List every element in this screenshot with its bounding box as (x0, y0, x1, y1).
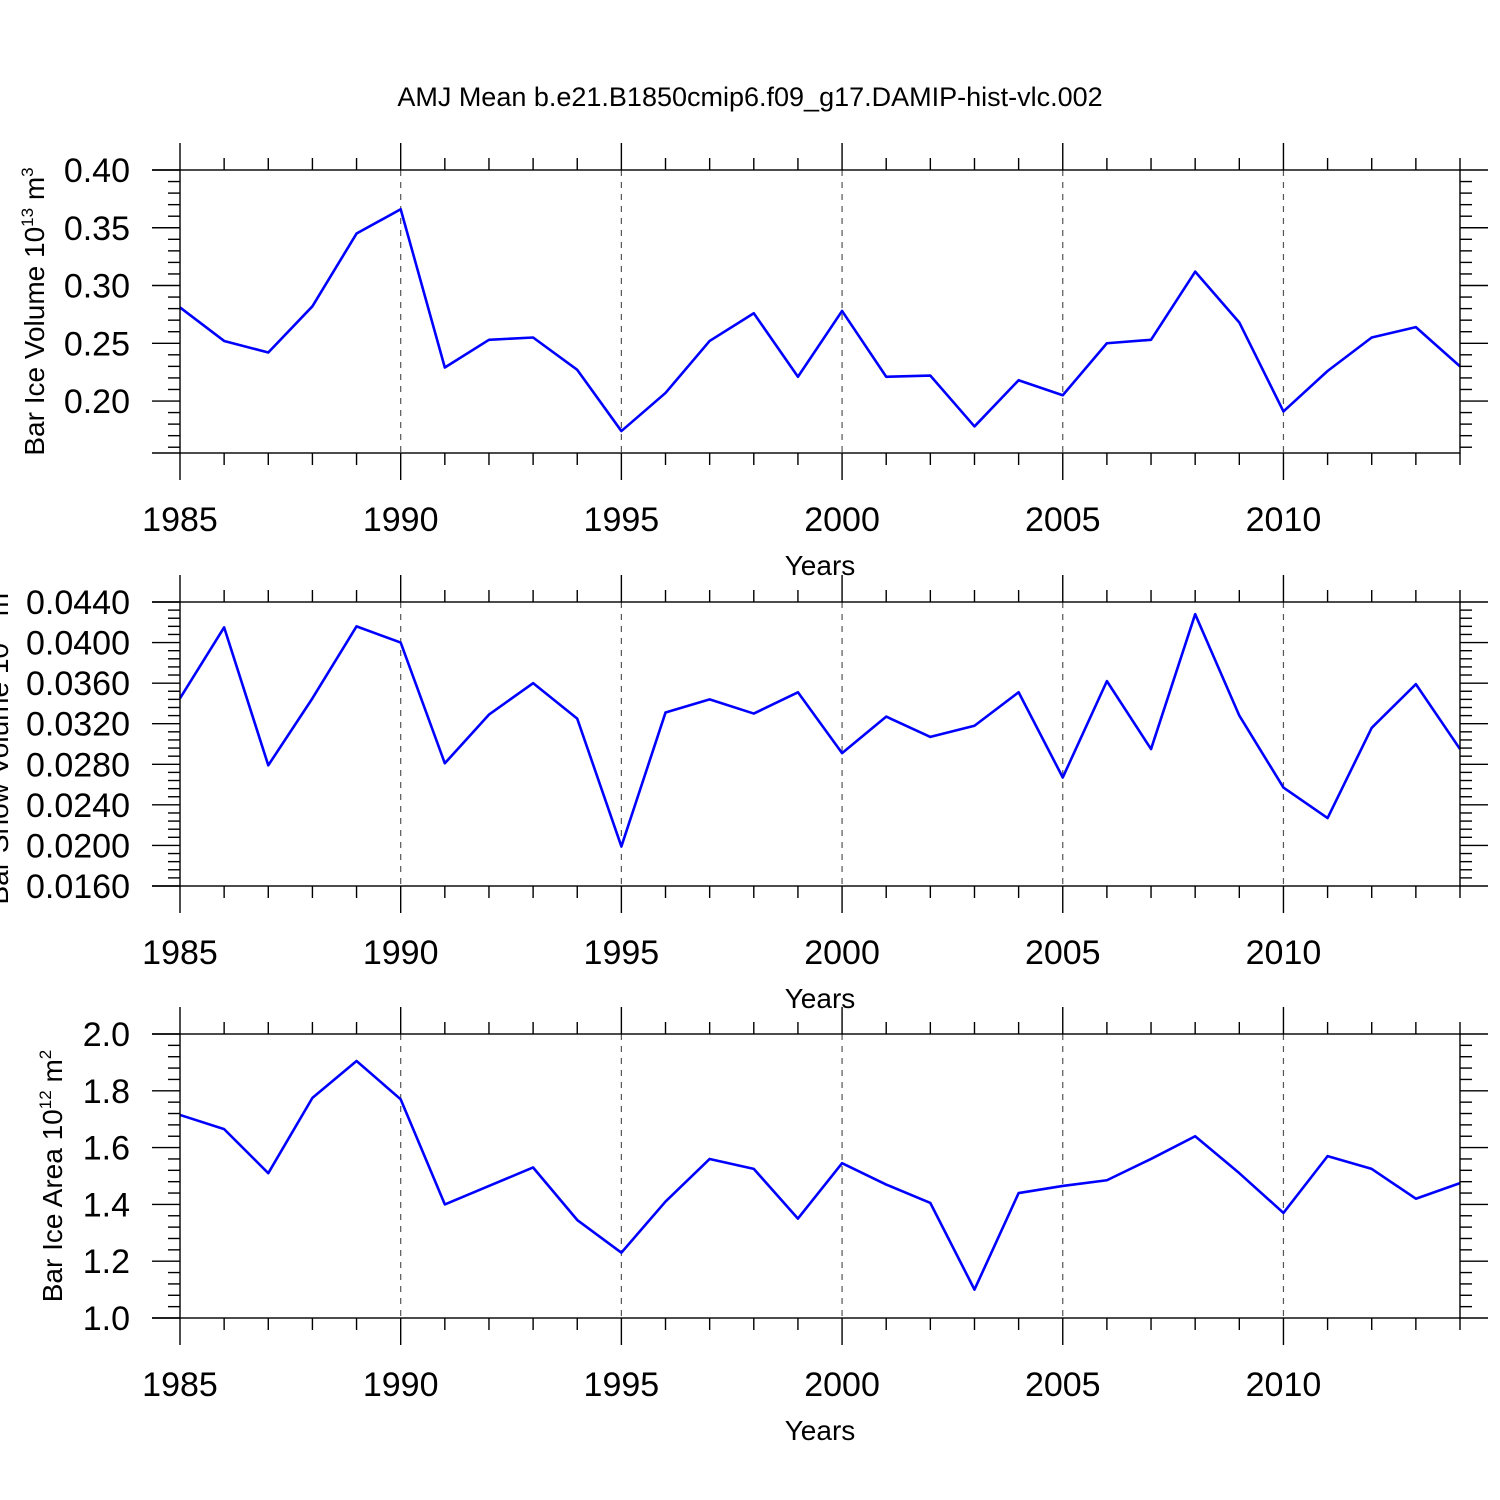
y-tick-label: 0.0240 (26, 787, 130, 825)
panels: 1985 1990 1995 2000 2005 2010 Years 0.20 0.25 0.3… (0, 143, 1488, 1446)
y-axis-title: Bar Ice Volume 1013 m3 (18, 167, 50, 455)
y-tick-label: 0.0320 (26, 706, 130, 744)
panel-1: 1985 1990 1995 2000 2005 2010 Years 0.20 0.25 0.3… (18, 143, 1488, 581)
y-tick-label: 0.0200 (26, 827, 130, 865)
y-axis-title: Bar Snow Volume 1013 m3 (0, 584, 14, 905)
x-tick-label: 2010 (1246, 934, 1322, 972)
x-tick-label: 2005 (1025, 934, 1101, 972)
y-tick-label: 0.0160 (26, 868, 130, 906)
y-tick-label: 0.0360 (26, 665, 130, 703)
x-tick-label: 1985 (142, 501, 218, 539)
y-tick-label: 0.0400 (26, 625, 130, 663)
y-tick-label: 2.0 (83, 1016, 130, 1054)
x-axis-title: Years (785, 1415, 856, 1446)
y-tick-label: 1.0 (83, 1300, 130, 1338)
x-tick-label: 1995 (584, 1366, 660, 1404)
x-tick-label: 1985 (142, 934, 218, 972)
plot-frame (179, 169, 1461, 454)
y-tick-label: 0.0280 (26, 746, 130, 784)
x-tick-label: 2005 (1025, 501, 1101, 539)
y-tick-label: 0.30 (64, 268, 130, 306)
y-tick-label: 0.35 (64, 210, 130, 248)
y-tick-label: 0.0440 (26, 584, 130, 622)
x-tick-label: 1995 (584, 501, 660, 539)
y-tick-label: 1.4 (83, 1186, 130, 1224)
y-axis-title: Bar Ice Area 1012 m2 (36, 1050, 68, 1303)
x-tick-label: 1985 (142, 1366, 218, 1404)
y-tick-label: 1.6 (83, 1130, 130, 1168)
x-tick-label: 2000 (804, 501, 880, 539)
y-tick-label: 0.20 (64, 383, 130, 421)
series-line (179, 207, 1461, 433)
y-tick-label: 1.8 (83, 1073, 130, 1111)
series-line (178, 612, 1462, 848)
y-tick-label: 1.2 (83, 1243, 130, 1281)
x-tick-label: 1990 (363, 934, 439, 972)
chart-title: AMJ Mean b.e21.B1850cmip6.f09_g17.DAMIP-… (397, 82, 1102, 112)
x-tick-label: 1990 (363, 1366, 439, 1404)
series-line (179, 1059, 1461, 1291)
panel-2: 1985 1990 1995 2000 2005 2010 Years 0.01600.020… (0, 575, 1488, 1014)
plot-frame (179, 601, 1461, 887)
x-tick-label: 2005 (1025, 1366, 1101, 1404)
y-tick-label: 0.25 (64, 325, 130, 363)
x-tick-label: 2000 (804, 1366, 880, 1404)
plot-frame (179, 1033, 1461, 1319)
panel-3: 1985 1990 1995 2000 2005 2010 Years 1.0 1.2 1.4 1.… (36, 1007, 1488, 1446)
x-tick-label: 2010 (1246, 1366, 1322, 1404)
x-axis-title: Years (785, 983, 856, 1014)
y-tick-label: 0.40 (64, 152, 130, 190)
x-tick-label: 2010 (1246, 501, 1322, 539)
x-tick-label: 2000 (804, 934, 880, 972)
x-tick-label: 1990 (363, 501, 439, 539)
x-axis-title: Years (785, 550, 856, 581)
x-tick-label: 1995 (584, 934, 660, 972)
